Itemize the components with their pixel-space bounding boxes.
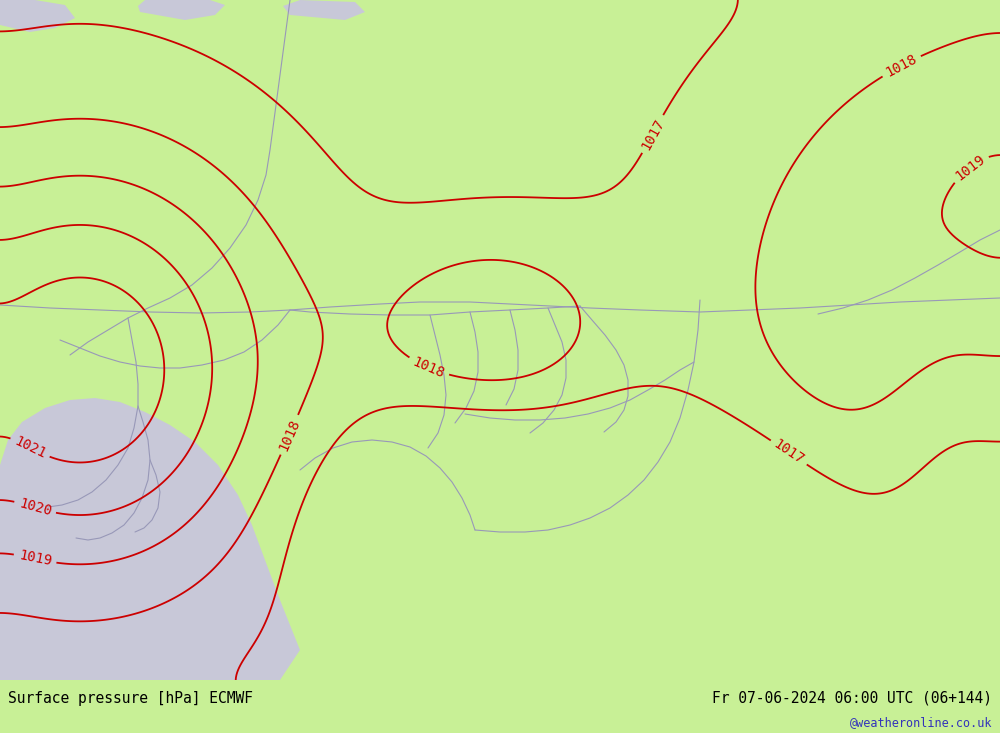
Text: 1021: 1021	[12, 434, 48, 461]
Polygon shape	[283, 0, 365, 20]
Text: 1017: 1017	[771, 438, 807, 468]
Text: 1020: 1020	[17, 496, 53, 519]
Polygon shape	[0, 398, 300, 680]
Text: Fr 07-06-2024 06:00 UTC (06+144): Fr 07-06-2024 06:00 UTC (06+144)	[712, 690, 992, 705]
Text: 1017: 1017	[638, 116, 667, 152]
Text: 1018: 1018	[883, 52, 919, 80]
Text: 1019: 1019	[17, 548, 53, 569]
Polygon shape	[0, 0, 75, 32]
Text: 1018: 1018	[410, 355, 447, 380]
Text: @weatheronline.co.uk: @weatheronline.co.uk	[850, 716, 992, 729]
Text: 1018: 1018	[276, 416, 303, 453]
Text: 1019: 1019	[952, 152, 987, 183]
Text: Surface pressure [hPa] ECMWF: Surface pressure [hPa] ECMWF	[8, 690, 253, 705]
Polygon shape	[138, 0, 225, 20]
